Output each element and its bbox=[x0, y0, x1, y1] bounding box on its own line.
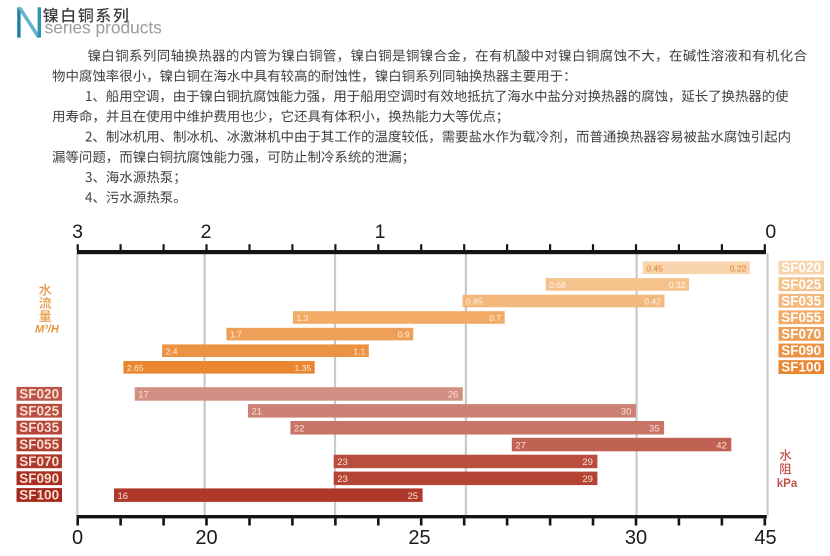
svg-text:17: 17 bbox=[138, 390, 149, 401]
svg-text:20: 20 bbox=[195, 527, 217, 549]
svg-text:SF070: SF070 bbox=[19, 454, 59, 469]
svg-text:0.42: 0.42 bbox=[644, 297, 661, 307]
svg-text:27: 27 bbox=[515, 440, 526, 451]
svg-text:0.45: 0.45 bbox=[646, 263, 663, 273]
svg-text:0.9: 0.9 bbox=[398, 330, 410, 340]
svg-text:SF100: SF100 bbox=[781, 360, 821, 375]
svg-text:0.68: 0.68 bbox=[549, 280, 566, 290]
svg-text:M³/H: M³/H bbox=[35, 324, 60, 336]
svg-text:SF055: SF055 bbox=[19, 437, 59, 452]
svg-text:1.1: 1.1 bbox=[353, 346, 365, 356]
svg-text:1.7: 1.7 bbox=[230, 330, 242, 340]
svg-text:30: 30 bbox=[625, 527, 647, 549]
svg-text:0.22: 0.22 bbox=[730, 263, 747, 273]
svg-text:SF090: SF090 bbox=[781, 343, 821, 358]
svg-text:1.35: 1.35 bbox=[294, 363, 311, 373]
svg-text:30: 30 bbox=[621, 407, 632, 418]
svg-text:35: 35 bbox=[649, 424, 660, 435]
svg-text:series products: series products bbox=[45, 17, 163, 37]
svg-text:0.7: 0.7 bbox=[489, 313, 501, 323]
svg-text:2.4: 2.4 bbox=[166, 346, 178, 356]
svg-text:0: 0 bbox=[72, 527, 83, 549]
svg-text:SF025: SF025 bbox=[781, 277, 821, 292]
svg-text:SF055: SF055 bbox=[781, 310, 821, 325]
svg-text:SF090: SF090 bbox=[19, 471, 59, 486]
svg-text:SF070: SF070 bbox=[781, 327, 821, 342]
svg-text:23: 23 bbox=[337, 474, 348, 485]
svg-text:23: 23 bbox=[337, 457, 348, 468]
svg-text:29: 29 bbox=[582, 457, 593, 468]
svg-text:26: 26 bbox=[448, 390, 459, 401]
svg-text:SF035: SF035 bbox=[19, 420, 59, 435]
svg-text:1: 1 bbox=[375, 221, 386, 243]
svg-text:45: 45 bbox=[754, 527, 776, 549]
svg-text:42: 42 bbox=[716, 440, 727, 451]
svg-text:29: 29 bbox=[582, 474, 593, 485]
svg-text:SF025: SF025 bbox=[19, 403, 59, 418]
svg-text:25: 25 bbox=[408, 527, 430, 549]
svg-text:2.65: 2.65 bbox=[127, 363, 144, 373]
svg-text:2: 2 bbox=[201, 221, 212, 243]
svg-text:25: 25 bbox=[408, 491, 419, 502]
svg-text:kPa: kPa bbox=[777, 478, 798, 490]
svg-text:3: 3 bbox=[72, 221, 83, 243]
svg-text:SF020: SF020 bbox=[781, 260, 821, 275]
svg-text:0.32: 0.32 bbox=[669, 280, 686, 290]
svg-text:21: 21 bbox=[252, 407, 263, 418]
svg-text:SF020: SF020 bbox=[19, 386, 59, 401]
svg-text:0.85: 0.85 bbox=[466, 297, 483, 307]
svg-text:22: 22 bbox=[294, 424, 305, 435]
svg-text:SF100: SF100 bbox=[19, 488, 59, 503]
svg-text:0: 0 bbox=[765, 221, 776, 243]
svg-text:1.3: 1.3 bbox=[296, 313, 308, 323]
svg-text:16: 16 bbox=[118, 491, 129, 502]
svg-text:SF035: SF035 bbox=[781, 293, 821, 308]
